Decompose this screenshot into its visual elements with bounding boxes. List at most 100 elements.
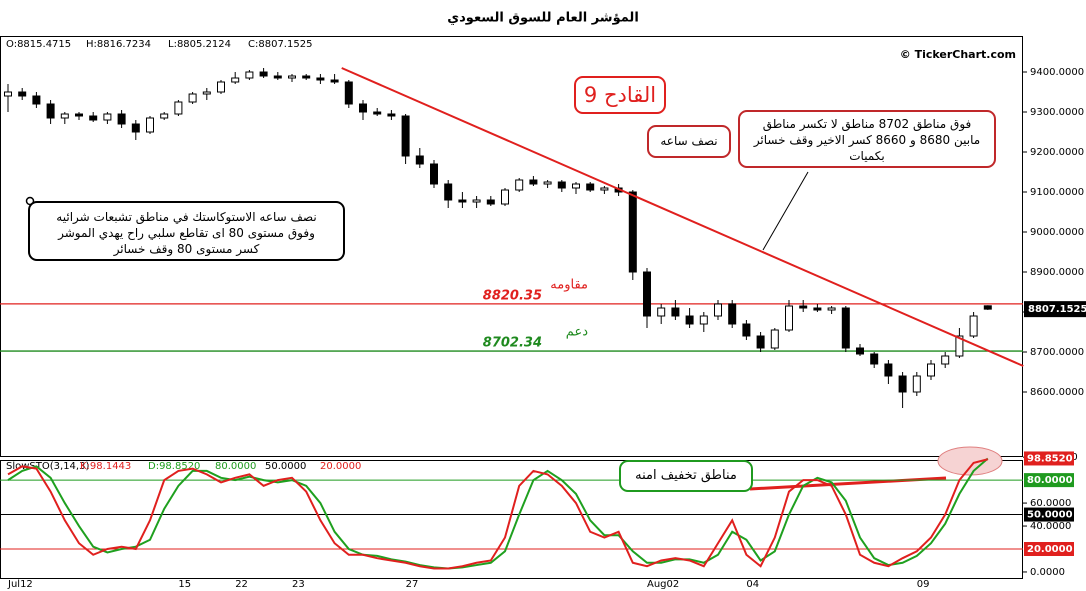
legend-entry: K:98.1443 [80,461,131,472]
candle-body [486,199,495,205]
trendline [341,67,1024,367]
level-header: 50.0000 [265,461,306,472]
y-tick-label: 8600.0000 [1030,387,1084,398]
trigger-text: القادح 9 [583,83,657,107]
level-name: مقاومه [550,277,588,292]
legend-entry: D:98.8520 [148,461,200,472]
candle-body [714,303,722,317]
candle-body [89,115,98,121]
level-box-label: 20.0000 [1027,544,1073,555]
candle-body [46,103,55,119]
candle-body [273,75,282,79]
note-line: فوق مناطق 8702 مناطق لا تكسر مناطق [762,117,972,131]
level-box [1024,473,1074,488]
candle-body [217,81,225,93]
ohlc-low: L:8805.2124 [168,39,231,50]
x-tick-label: 27 [406,579,419,590]
candle-body [231,77,240,83]
note-line: وفوق مستوى 80 اى تقاطع سلبي راح يهدي الم… [58,226,315,240]
candle-body [543,181,552,185]
candle-body [657,307,666,317]
candle-body [259,71,268,77]
note-line: مابين 8680 و 8660 كسر الاخير وقف خسائر [753,133,981,147]
candle-body [131,123,140,133]
candle-body [756,335,765,349]
x-tick-label: Jul12 [7,579,33,590]
half-hour-text: نصف ساعه [660,134,718,148]
level-box-label: 80.0000 [1027,475,1073,486]
candle-body [515,179,524,191]
note-line: بكميات [849,149,885,163]
chart-title: المؤشر العام للسوق السعودي [447,11,639,26]
level-header: 20.0000 [320,461,361,472]
candle-body [941,355,950,365]
candle-body [188,93,197,103]
x-tick-label: 09 [917,579,930,590]
level-box-label: 50.0000 [1027,510,1073,521]
copyright: © TickerChart.com [900,48,1016,61]
y-tick-label: 60.0000 [1030,498,1071,509]
candle-body [799,305,808,309]
candle-body [60,113,69,119]
x-tick-label: 04 [746,579,759,590]
candle-body [969,315,978,337]
candle-body [302,75,311,79]
level-box [1024,542,1074,556]
candle-body [643,271,651,317]
y-tick-label: 9300.0000 [1030,107,1084,118]
candle-body [387,113,396,117]
candle-body [373,111,382,115]
level-value: 8820.35 [483,288,542,303]
half-hour-box: نصف ساعه [647,125,731,158]
candle-body [728,303,737,325]
candle-body [430,163,438,185]
candle-body [458,199,467,203]
ohlc-open: O:8815.4715 [6,39,71,50]
candle-body [870,353,879,365]
level-value: 8702.34 [483,336,542,351]
candle-body [927,363,935,377]
last-price-box [1024,301,1086,318]
safe-zone-box: مناطق تخفيف امنه [619,460,753,492]
candle-body [586,183,595,191]
level-box [1024,507,1074,522]
candle-body [288,75,296,79]
level-header: 80.0000 [215,461,256,472]
last-price-label: 8807.1525 [1028,304,1086,315]
candle-body [202,91,211,95]
candle-body [160,113,169,119]
candle-body [572,183,580,189]
ohlc-high: H:8816.7234 [86,39,151,50]
candle-body [344,81,353,105]
candle-body [813,307,822,311]
ohlc-close: C:8807.1525 [248,39,312,50]
candle-body [628,191,637,273]
trigger-box: القادح 9 [574,76,666,114]
connector [762,171,809,251]
y-tick-label: 8900.0000 [1030,267,1084,278]
last-value-box [1024,451,1074,466]
candle-body [75,113,83,117]
candle-body [4,91,12,97]
candle-body [884,363,893,377]
candle-body [174,101,183,115]
candle-body [415,155,424,165]
candle-body [785,305,793,331]
candle-body [359,103,367,113]
y-tick-label: 9100.0000 [1030,187,1084,198]
candle-body [856,347,864,355]
candle-body [671,307,680,317]
main-panel [0,36,1023,457]
note-line: نصف ساعه الاستوكاستك في مناطق تشبعات شرا… [56,210,317,224]
stoch-line [7,457,989,570]
candle-body [912,375,921,393]
candle-body [770,329,779,349]
candle-body [898,375,907,393]
candle-body [699,315,708,325]
candle-body [444,183,453,201]
level-name: دعم [566,325,588,340]
y-tick-label: 8700.0000 [1030,347,1084,358]
candle-body [245,71,254,79]
y-tick-label: 40.0000 [1030,521,1071,532]
